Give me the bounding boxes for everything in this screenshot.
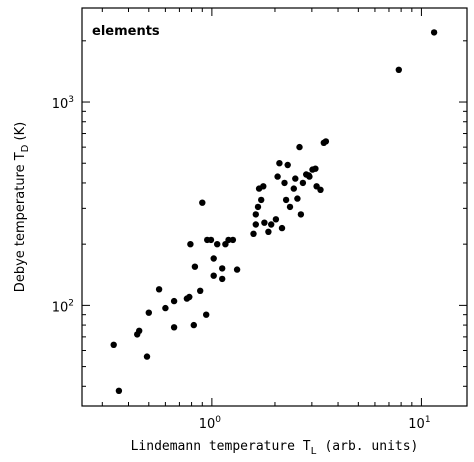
axis-ticks xyxy=(82,8,467,406)
data-point xyxy=(197,287,204,294)
y-axis-label: Debye temperature TD (K) xyxy=(13,122,31,292)
data-point xyxy=(286,203,294,211)
data-point xyxy=(317,186,324,193)
data-point xyxy=(322,138,330,145)
data-point xyxy=(306,173,313,180)
x-axis-label-subscript: L xyxy=(311,446,317,457)
data-point xyxy=(265,228,272,235)
data-point xyxy=(395,66,402,74)
data-point xyxy=(136,327,143,334)
data-point xyxy=(252,221,259,228)
data-point xyxy=(219,275,226,283)
data-point xyxy=(260,183,267,190)
data-point xyxy=(278,224,286,232)
data-point xyxy=(272,216,280,223)
x-tick-label-base: 10 xyxy=(408,417,425,432)
y-axis-label-tail: (K) xyxy=(13,122,28,145)
data-point xyxy=(233,266,241,273)
x-tick-label-exponent: 1 xyxy=(425,415,431,425)
x-axis-label: Lindemann temperature TL (arb. units) xyxy=(131,439,419,457)
data-point xyxy=(258,196,265,204)
data-point xyxy=(214,241,221,248)
data-point xyxy=(274,173,281,180)
x-tick-label: 101 xyxy=(408,415,430,432)
y-tick-label-base: 10 xyxy=(52,300,69,315)
plot-frame xyxy=(81,7,468,407)
x-axis-label-tail: (arb. units) xyxy=(317,439,419,454)
data-point xyxy=(115,387,123,394)
data-point xyxy=(430,29,438,36)
y-tick-label-exponent: 3 xyxy=(68,95,74,105)
data-point xyxy=(155,286,163,293)
data-point xyxy=(276,160,283,167)
x-tick-label-base: 10 xyxy=(199,417,216,432)
data-point xyxy=(210,255,217,262)
data-point xyxy=(290,185,297,192)
data-point xyxy=(143,353,151,360)
data-point xyxy=(170,297,178,305)
data-point xyxy=(210,272,217,279)
data-point xyxy=(299,179,307,187)
data-point xyxy=(199,199,206,206)
data-point xyxy=(312,165,319,172)
data-point xyxy=(170,324,178,331)
data-point xyxy=(110,341,117,348)
data-point xyxy=(294,195,301,202)
x-tick-label-exponent: 0 xyxy=(215,415,221,425)
y-tick-label-base: 10 xyxy=(52,97,69,112)
data-points xyxy=(110,29,438,394)
data-point xyxy=(284,161,291,169)
x-tick-label: 100 xyxy=(199,415,222,432)
data-point xyxy=(219,265,226,272)
data-point xyxy=(297,211,305,218)
data-point xyxy=(191,263,199,270)
y-tick-label-exponent: 2 xyxy=(68,298,74,308)
y-axis-label-main: Debye temperature T xyxy=(13,152,28,292)
y-tick-label: 102 xyxy=(52,298,74,315)
data-point xyxy=(250,230,257,237)
data-point xyxy=(229,236,237,244)
data-point xyxy=(268,221,275,228)
data-point xyxy=(292,175,299,182)
data-point xyxy=(282,196,290,204)
data-point xyxy=(187,241,194,248)
data-point xyxy=(190,321,197,329)
x-axis-label-main: Lindemann temperature T xyxy=(131,439,311,454)
data-point xyxy=(145,309,152,316)
data-point xyxy=(162,304,169,312)
data-point xyxy=(186,293,193,301)
data-point xyxy=(203,311,210,318)
y-axis-label-subscript: D xyxy=(20,144,31,152)
data-point xyxy=(296,143,303,151)
data-point xyxy=(254,203,262,211)
legend-label: elements xyxy=(92,24,160,39)
data-point xyxy=(207,236,215,244)
y-tick-label: 103 xyxy=(52,95,74,112)
data-point xyxy=(281,179,288,187)
data-point xyxy=(252,211,259,218)
data-point xyxy=(261,219,268,226)
data-point xyxy=(225,236,232,244)
